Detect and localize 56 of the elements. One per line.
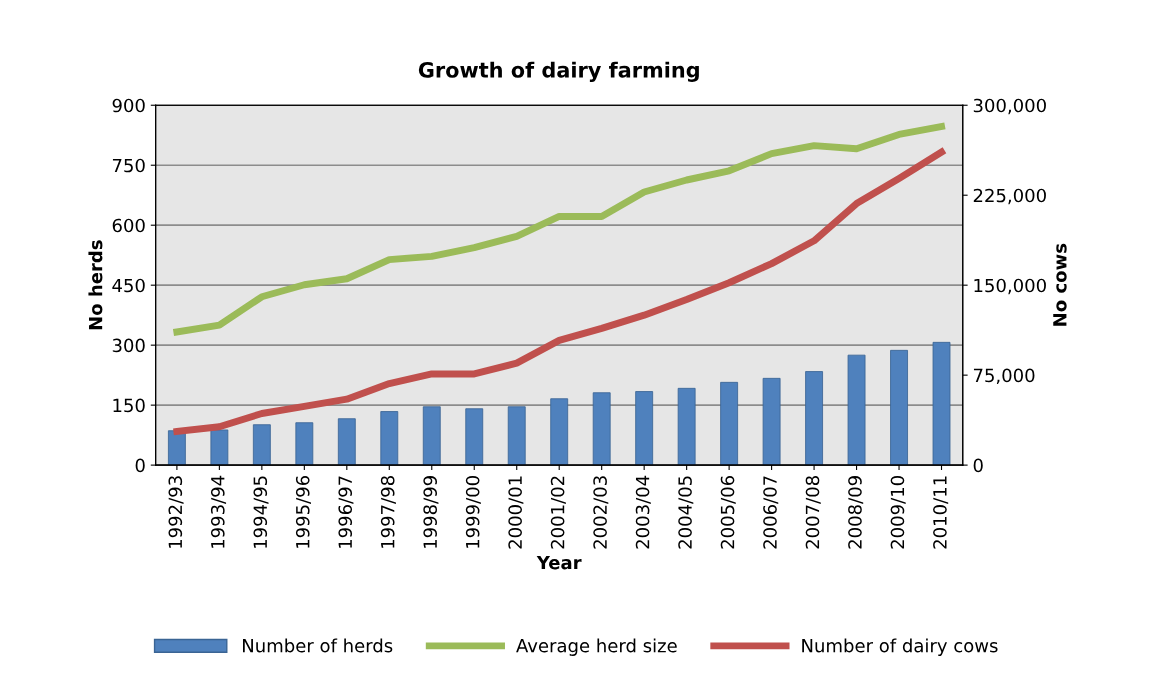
x-tick-label: 1993/94 — [210, 475, 227, 548]
bar — [252, 424, 271, 466]
bar — [422, 406, 441, 466]
legend-label: Number of dairy cows — [802, 638, 998, 656]
bar — [550, 398, 569, 466]
x-tick-label: 2009/10 — [890, 476, 906, 549]
x-tick-label: 1995/96 — [295, 475, 311, 548]
y-tick-label: 900 — [112, 98, 145, 113]
legend-label: Number of herds — [243, 638, 393, 653]
y-tick-label: 150 — [113, 398, 145, 413]
y2-tick-label: 0 — [973, 458, 983, 473]
x-tick-label: 1992/93 — [168, 476, 184, 548]
bar — [635, 391, 654, 466]
x-tick-label: 2003/04 — [635, 475, 651, 549]
y2-tick-label: 75,000 — [973, 368, 1035, 385]
bar — [210, 429, 229, 466]
x-tick-label: 1994/95 — [253, 476, 269, 548]
y-tick-label: 600 — [112, 218, 145, 233]
bar — [380, 411, 399, 466]
y-tick-label: 450 — [112, 278, 145, 293]
y2-tick-label: 150,000 — [974, 278, 1046, 295]
y2-tick-label: 300,000 — [973, 98, 1046, 115]
y-tick-label: 750 — [112, 158, 145, 173]
bar — [465, 408, 484, 466]
legend-label: Average herd size — [516, 638, 677, 656]
x-tick-label: 2004/05 — [678, 476, 694, 549]
x-tick-label: 2007/08 — [805, 476, 821, 549]
x-tick-label: 2005/06 — [720, 475, 736, 549]
bar — [847, 354, 866, 466]
x-tick-label: 2002/03 — [593, 476, 609, 549]
bar — [932, 341, 951, 466]
bar — [592, 392, 611, 466]
y-tick-label: 300 — [112, 338, 145, 353]
y-axis-title: No herds — [88, 240, 103, 330]
x-tick-label: 1998/99 — [423, 476, 439, 548]
y-tick-label: 0 — [135, 458, 145, 473]
bar — [720, 381, 739, 466]
chart-title: Growth of dairy farming — [418, 61, 699, 82]
x-tick-label: 1997/98 — [380, 476, 396, 548]
x-tick-label: 1996/97 — [338, 476, 354, 548]
y2-tick-label: 225,000 — [973, 188, 1046, 205]
x-tick-label: 2010/11 — [933, 476, 949, 549]
bar — [337, 418, 356, 466]
x-axis-title: Year — [536, 555, 582, 570]
bar — [762, 377, 781, 466]
bar — [507, 406, 526, 466]
x-tick-label: 2008/09 — [848, 476, 864, 549]
bar — [805, 371, 823, 466]
x-tick-label: 2000/01 — [508, 476, 524, 549]
bar — [890, 349, 908, 466]
y2-axis-title: No cows — [1053, 243, 1067, 326]
x-tick-label: 2006/07 — [763, 476, 779, 549]
x-tick-label: 2001/02 — [550, 476, 566, 549]
bar — [677, 387, 696, 466]
x-tick-label: 1999/00 — [465, 476, 481, 548]
bar — [295, 422, 314, 466]
